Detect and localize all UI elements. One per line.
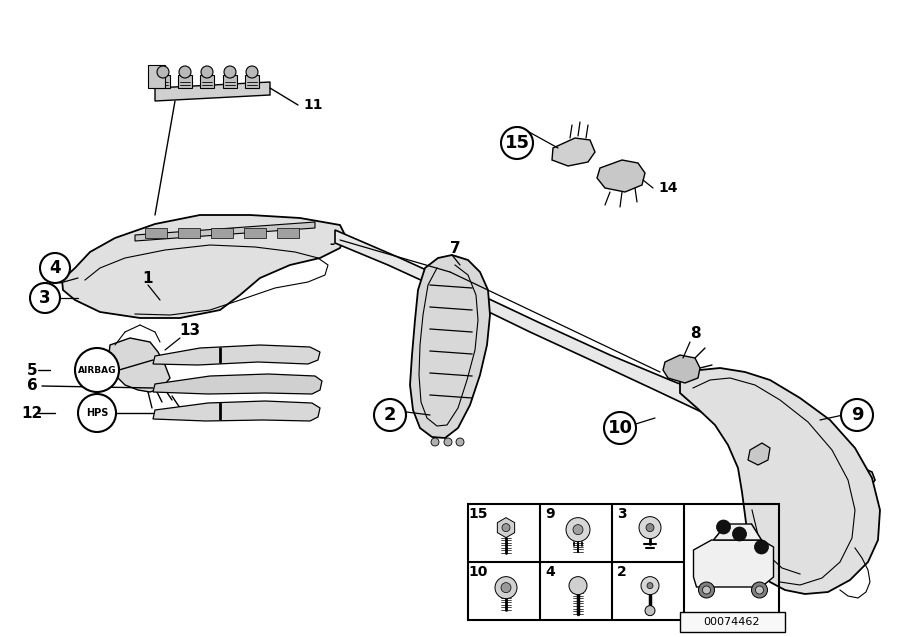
Text: 7: 7 [450, 241, 460, 255]
Circle shape [456, 438, 464, 446]
Circle shape [733, 527, 746, 541]
Circle shape [246, 66, 258, 78]
Circle shape [30, 283, 60, 313]
Text: 6: 6 [27, 378, 38, 394]
Polygon shape [694, 540, 773, 587]
Circle shape [703, 586, 710, 594]
Circle shape [841, 399, 873, 431]
Bar [277, 228, 299, 238]
Text: 15: 15 [468, 508, 488, 522]
Text: 5: 5 [27, 362, 37, 378]
Text: 9: 9 [850, 406, 863, 424]
Circle shape [646, 524, 654, 532]
Bar [680, 612, 785, 632]
Bar [244, 228, 266, 238]
Circle shape [444, 438, 452, 446]
Polygon shape [498, 518, 515, 538]
Polygon shape [663, 355, 700, 383]
Text: 4: 4 [545, 566, 555, 580]
Polygon shape [597, 160, 645, 192]
Text: 1: 1 [143, 271, 153, 285]
Circle shape [639, 517, 661, 539]
Circle shape [501, 127, 533, 159]
Text: HPS: HPS [86, 408, 108, 418]
Polygon shape [135, 222, 315, 241]
Text: 2: 2 [383, 406, 396, 424]
Circle shape [573, 525, 583, 534]
Bar [145, 228, 167, 238]
Polygon shape [714, 524, 761, 540]
Text: 10: 10 [468, 566, 488, 580]
Circle shape [224, 66, 236, 78]
Polygon shape [335, 230, 875, 490]
Text: 10: 10 [608, 419, 633, 437]
Polygon shape [153, 401, 320, 421]
Polygon shape [200, 75, 214, 88]
Circle shape [374, 399, 406, 431]
Text: 12: 12 [22, 406, 42, 420]
Polygon shape [62, 215, 345, 318]
Polygon shape [410, 255, 490, 438]
Polygon shape [748, 443, 770, 465]
Circle shape [40, 253, 70, 283]
Circle shape [755, 586, 763, 594]
Circle shape [569, 576, 587, 595]
Text: 9: 9 [545, 508, 554, 522]
Circle shape [495, 576, 517, 599]
Bar [468, 504, 779, 620]
Text: 14: 14 [658, 181, 678, 195]
Polygon shape [178, 75, 192, 88]
Text: 15: 15 [505, 134, 529, 152]
Polygon shape [552, 138, 595, 166]
Polygon shape [108, 338, 170, 392]
Circle shape [641, 576, 659, 595]
Polygon shape [153, 374, 322, 394]
Circle shape [754, 540, 769, 554]
Text: 4: 4 [50, 259, 61, 277]
Text: 3: 3 [617, 508, 626, 522]
Text: 8: 8 [689, 326, 700, 341]
Circle shape [698, 582, 715, 598]
Polygon shape [680, 368, 880, 594]
Text: 3: 3 [40, 289, 50, 307]
Text: -: - [329, 238, 335, 250]
Bar [178, 228, 200, 238]
Text: AIRBAG: AIRBAG [77, 366, 116, 375]
Circle shape [431, 438, 439, 446]
Circle shape [566, 518, 590, 541]
Text: 11: 11 [303, 98, 322, 112]
Circle shape [157, 66, 169, 78]
Polygon shape [223, 75, 237, 88]
Text: 13: 13 [179, 322, 201, 338]
Text: 2: 2 [617, 566, 627, 580]
Text: 00074462: 00074462 [704, 617, 760, 627]
Polygon shape [156, 75, 170, 88]
Circle shape [201, 66, 213, 78]
Circle shape [78, 394, 116, 432]
Circle shape [645, 606, 655, 615]
Bar [211, 228, 233, 238]
Polygon shape [153, 345, 320, 365]
Circle shape [604, 412, 636, 444]
Circle shape [716, 520, 731, 534]
Circle shape [75, 348, 119, 392]
Circle shape [647, 583, 653, 589]
Polygon shape [148, 65, 165, 88]
Circle shape [501, 583, 511, 592]
Circle shape [752, 582, 768, 598]
Circle shape [179, 66, 191, 78]
Polygon shape [245, 75, 259, 88]
Circle shape [502, 524, 510, 532]
Polygon shape [155, 82, 270, 101]
